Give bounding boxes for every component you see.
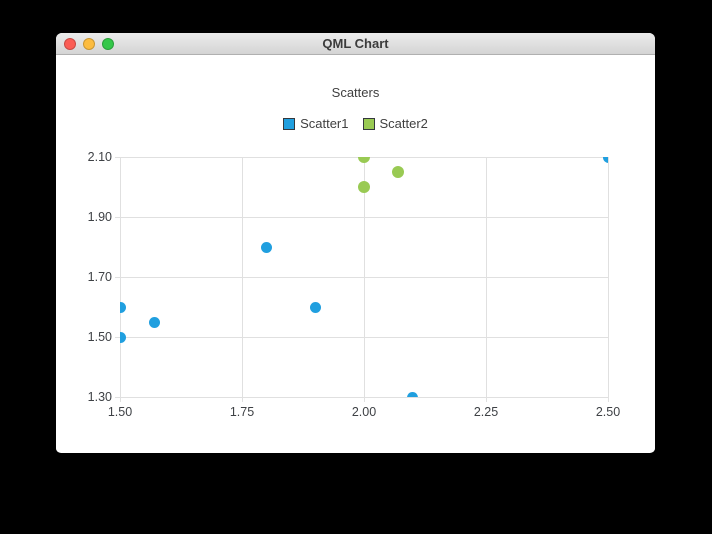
x-tick-label: 2.00 — [351, 405, 377, 419]
y-gridline — [120, 397, 608, 398]
legend-item-scatter2: Scatter2 — [362, 116, 428, 131]
scatter-point-scatter2 — [358, 181, 370, 193]
y-axis-tick — [115, 397, 120, 398]
plot-area — [120, 157, 608, 397]
window-controls — [64, 38, 114, 50]
y-gridline — [120, 277, 608, 278]
y-gridline — [120, 337, 608, 338]
scatter1-marker-icon — [283, 117, 296, 130]
x-axis-tick — [608, 397, 609, 402]
x-tick-label: 1.75 — [229, 405, 255, 419]
chart-legend: Scatter1 Scatter2 — [56, 116, 655, 131]
chart-title: Scatters — [331, 85, 380, 100]
y-tick-label: 1.90 — [87, 210, 112, 224]
plot-grid: 1.50 1.75 2.00 2.25 2.50 2.10 1.90 1.70 1.50 1.30 — [56, 55, 655, 452]
legend-item-scatter1: Scatter1 — [283, 116, 349, 131]
x-tick-label: 2.50 — [595, 405, 621, 419]
chart-view: Scatters Scatter1 Scatter2 1.50 1.75 2.00 2… — [56, 55, 655, 452]
x-tick-label: 1.50 — [107, 405, 133, 419]
app-window: QML Chart Scatters Scatter1 Scatter2 1.5… — [56, 33, 655, 453]
x-axis-tick — [242, 397, 243, 402]
x-gridline — [608, 157, 609, 397]
zoom-button-icon[interactable] — [102, 38, 114, 50]
legend-label-scatter1: Scatter1 — [300, 116, 349, 131]
legend-label-scatter2: Scatter2 — [379, 116, 428, 131]
scatter-point-scatter2 — [358, 157, 370, 163]
scatter-point-scatter1 — [602, 157, 608, 163]
x-axis-tick — [364, 397, 365, 402]
y-tick-label: 1.30 — [87, 390, 112, 404]
window-title: QML Chart — [322, 36, 389, 51]
scatter-point-scatter1 — [120, 301, 126, 313]
y-gridline — [120, 217, 608, 218]
scatter2-marker-icon — [362, 117, 375, 130]
y-axis-tick — [115, 217, 120, 218]
minimize-button-icon[interactable] — [83, 38, 95, 50]
y-tick-label: 2.10 — [87, 150, 112, 164]
scatter-point-scatter2 — [392, 166, 405, 178]
scatter-point-scatter1 — [260, 241, 272, 253]
x-axis-tick — [486, 397, 487, 402]
scatter-point-scatter1 — [120, 331, 126, 343]
y-tick-label: 1.70 — [87, 270, 112, 284]
y-axis-tick — [115, 157, 120, 158]
x-tick-label: 2.25 — [473, 405, 499, 419]
y-tick-label: 1.50 — [87, 330, 112, 344]
y-axis-tick — [115, 277, 120, 278]
scatter-point-scatter1 — [148, 316, 160, 328]
scatter-point-scatter1 — [309, 301, 321, 313]
scatter-point-scatter1 — [407, 391, 419, 397]
close-button-icon[interactable] — [64, 38, 76, 50]
title-bar[interactable]: QML Chart — [56, 33, 655, 55]
y-axis-tick — [115, 337, 120, 338]
x-axis-tick — [120, 397, 121, 402]
